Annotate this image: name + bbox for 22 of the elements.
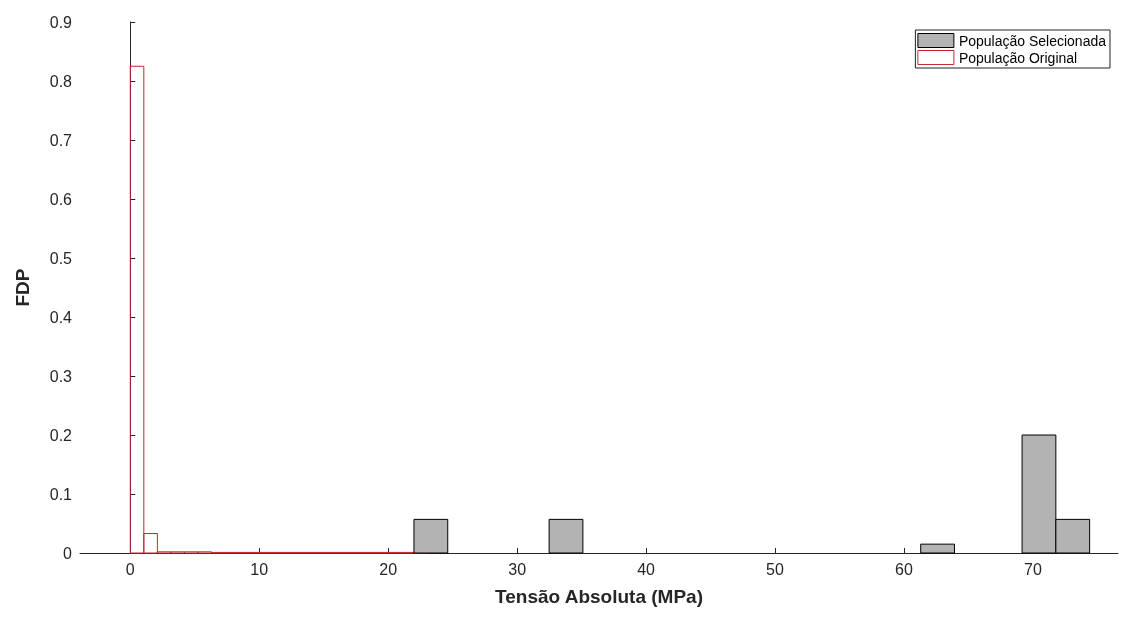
legend-label: População Original [958,49,1078,66]
x-tick-label: 40 [637,560,656,578]
x-tick-label: 50 [766,560,785,578]
y-tick-label: 0.9 [49,13,73,31]
legend-label: População Selecionada [958,32,1107,49]
x-axis-title: Tensão Absoluta (MPa) [495,586,703,607]
y-tick-label: 0.6 [49,190,73,208]
y-tick-label: 0.2 [49,426,73,444]
x-tick-label: 20 [379,560,398,578]
x-tick-label: 0 [125,560,135,578]
y-axis-title: FDP [12,268,33,307]
y-tick-label: 0.7 [49,131,73,149]
x-tick-label: 30 [508,560,527,578]
x-tick-label: 10 [250,560,269,578]
y-tick-label: 0.4 [49,308,73,326]
y-tick-label: 0.3 [49,367,73,385]
x-tick-label: 60 [895,560,913,578]
y-tick-label: 0 [63,544,73,562]
x-tick-label: 70 [1024,560,1042,578]
y-tick-label: 0.5 [49,249,73,267]
y-tick-label: 0.1 [49,485,73,503]
y-tick-label: 0.8 [49,72,73,90]
